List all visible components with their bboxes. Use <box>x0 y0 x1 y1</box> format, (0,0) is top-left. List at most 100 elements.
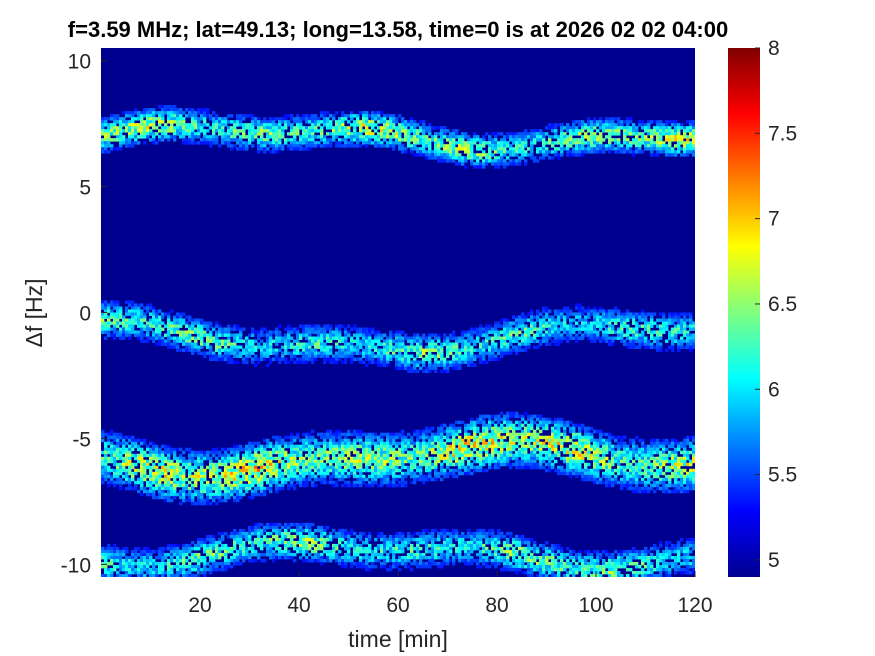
heatmap-cell <box>182 468 186 473</box>
heatmap-cell <box>425 135 429 139</box>
heatmap-cell <box>242 453 246 458</box>
heatmap-cell <box>419 537 423 542</box>
heatmap-cell <box>377 438 381 443</box>
heatmap-cell <box>329 324 333 328</box>
heatmap-cell <box>290 141 294 145</box>
heatmap-cell <box>128 438 132 443</box>
heatmap-cell <box>245 552 249 557</box>
heatmap-cell <box>341 471 345 476</box>
heatmap-cell <box>428 537 432 542</box>
heatmap-cell <box>218 495 222 500</box>
heatmap-cell <box>215 321 219 325</box>
heatmap-cell <box>401 123 405 127</box>
heatmap-cell <box>371 474 375 479</box>
heatmap-cell <box>113 552 117 557</box>
heatmap-cell <box>281 531 285 536</box>
heatmap-cell <box>314 339 318 343</box>
heatmap-cell <box>314 546 318 551</box>
heatmap-cell <box>251 120 255 124</box>
heatmap-cell <box>317 354 321 358</box>
heatmap-cell <box>386 480 390 485</box>
heatmap-cell <box>254 348 258 352</box>
heatmap-cell <box>359 360 363 364</box>
heatmap-cell <box>104 336 108 340</box>
heatmap-cell <box>218 132 222 136</box>
heatmap-cell <box>185 342 189 346</box>
heatmap-cell <box>104 564 108 569</box>
heatmap-cell <box>224 456 228 461</box>
heatmap-cell <box>446 555 450 560</box>
heatmap-cell <box>218 324 222 328</box>
heatmap-cell <box>233 555 237 560</box>
heatmap-cell <box>122 456 126 461</box>
heatmap-cell <box>317 537 321 542</box>
heatmap-cell <box>116 447 120 452</box>
heatmap-cell <box>329 534 333 539</box>
heatmap-cell <box>251 129 255 133</box>
heatmap-cell <box>203 117 207 121</box>
heatmap-cell <box>311 324 315 328</box>
heatmap-cell <box>263 129 267 133</box>
heatmap-cell <box>395 450 399 455</box>
heatmap-cell <box>341 132 345 136</box>
heatmap-cell <box>248 474 252 479</box>
heatmap-cell <box>344 132 348 136</box>
heatmap-cell <box>194 345 198 349</box>
heatmap-cell <box>230 360 234 364</box>
heatmap-cell <box>305 477 309 482</box>
heatmap-cell <box>419 456 423 461</box>
heatmap-cell <box>377 552 381 557</box>
heatmap-cell <box>236 537 240 542</box>
heatmap-cell <box>185 492 189 497</box>
heatmap-cell <box>407 441 411 446</box>
heatmap-cell <box>428 468 432 473</box>
heatmap-cell <box>404 474 408 479</box>
heatmap-cell <box>272 456 276 461</box>
heatmap-cell <box>266 465 270 470</box>
heatmap-cell <box>239 123 243 127</box>
heatmap-cell <box>407 363 411 368</box>
heatmap-cell <box>158 489 162 494</box>
heatmap-cell <box>311 135 315 139</box>
heatmap-cell <box>113 333 117 337</box>
heatmap-cell <box>401 561 405 566</box>
heatmap-cell <box>428 564 432 569</box>
heatmap-cell <box>323 330 327 334</box>
heatmap-cell <box>161 342 165 346</box>
heatmap-cell <box>104 306 108 310</box>
heatmap-cell <box>212 138 216 142</box>
heatmap-cell <box>434 444 438 449</box>
heatmap-cell <box>290 471 294 476</box>
heatmap-cell <box>155 324 159 328</box>
heatmap-cell <box>248 135 252 139</box>
heatmap-cell <box>251 348 255 352</box>
heatmap-cell <box>428 426 432 431</box>
heatmap-cell <box>164 105 168 109</box>
heatmap-cell <box>254 330 258 334</box>
heatmap-cell <box>161 486 165 491</box>
heatmap-cell <box>209 114 213 118</box>
heatmap-cell <box>116 312 120 316</box>
heatmap-cell <box>107 549 111 554</box>
heatmap-cell <box>278 459 282 464</box>
heatmap-cell <box>416 339 420 343</box>
heatmap-cell <box>428 459 432 464</box>
heatmap-cell <box>119 435 123 440</box>
heatmap-cell <box>287 543 291 548</box>
heatmap-cell <box>314 465 318 470</box>
heatmap-cell <box>347 471 351 476</box>
heatmap-cell <box>236 480 240 485</box>
heatmap-cell <box>326 480 330 485</box>
heatmap-cell <box>350 357 354 361</box>
heatmap-cell <box>251 468 255 473</box>
heatmap-cell <box>422 438 426 443</box>
heatmap-cell <box>437 159 441 163</box>
heatmap-cell <box>143 474 147 479</box>
heatmap-cell <box>125 456 129 461</box>
heatmap-cell <box>125 453 129 458</box>
heatmap-cell <box>311 540 315 545</box>
heatmap-cell <box>335 357 339 361</box>
heatmap-cell <box>425 138 429 142</box>
heatmap-cell <box>383 357 387 361</box>
heatmap-cell <box>302 540 306 545</box>
